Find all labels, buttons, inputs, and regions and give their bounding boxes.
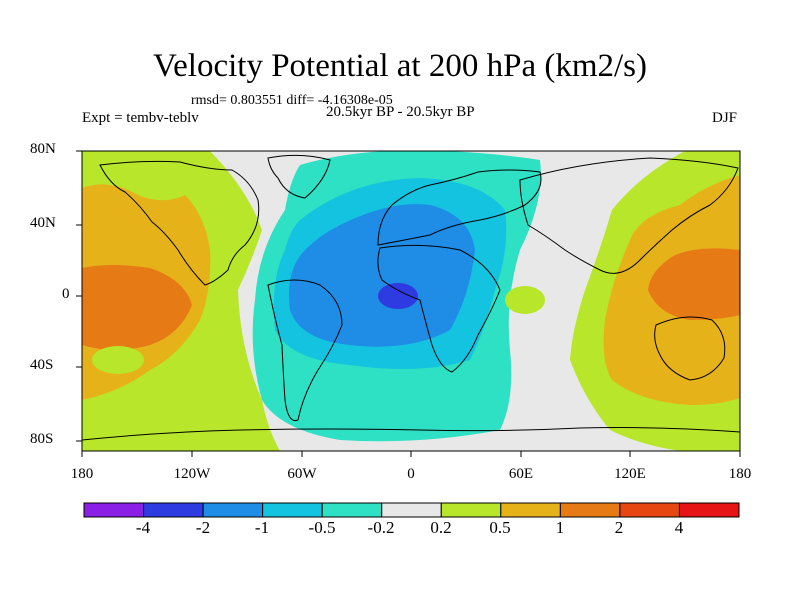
lon-label-0: 0 <box>407 466 415 482</box>
season-label: DJF <box>712 110 738 126</box>
lon-label-180w: 180 <box>70 466 94 482</box>
coastline-south-america <box>267 279 343 422</box>
colorbar-swatch <box>619 502 680 518</box>
colorbar-swatch <box>143 502 204 518</box>
lon-label-60w: 60W <box>287 466 317 482</box>
lat-label-80n: 80N <box>30 141 56 157</box>
coastline-greenland <box>267 154 331 199</box>
colorbar-label: 0.2 <box>430 518 452 537</box>
lat-label-40n: 40N <box>30 215 56 231</box>
plot-title: Velocity Potential at 200 hPa (km2/s) <box>152 48 648 84</box>
period-label: 20.5kyr BP - 20.5kyr BP <box>326 104 475 120</box>
colorbar-swatch <box>262 502 323 518</box>
lat-label-80s: 80S <box>30 431 54 447</box>
lat-label-40s: 40S <box>30 357 54 373</box>
colorbar-label: 4 <box>674 518 684 537</box>
colorbar-swatch <box>202 502 264 518</box>
lon-label-60e: 60E <box>508 466 534 482</box>
colorbar-label: 2 <box>614 518 624 537</box>
colorbar-label: -4 <box>135 518 151 537</box>
experiment-label: Expt = tembv-teblv <box>82 110 199 126</box>
region-west-positive-strong <box>82 265 192 350</box>
coastline-antarctica <box>82 427 740 441</box>
colorbar-label: -0.2 <box>367 518 395 537</box>
colorbar-label: 1 <box>555 518 565 537</box>
colorbar-swatch <box>500 502 561 518</box>
lat-label-0: 0 <box>62 286 70 302</box>
colorbar-label: -1 <box>254 518 270 537</box>
coastline-australia <box>654 316 726 381</box>
lon-label-180e: 180 <box>728 466 752 482</box>
colorbar-swatch <box>559 502 621 518</box>
region-indian-positive-blob <box>505 286 545 314</box>
lon-label-120w: 120W <box>173 466 211 482</box>
colorbar-swatch <box>440 502 502 518</box>
region-west-positive-pocket <box>92 346 144 374</box>
colorbar-swatch <box>678 502 740 518</box>
rmsd-diff-stats: rmsd= 0.803551 diff= -4.16308e-05 <box>191 93 393 108</box>
coastline-africa <box>377 244 501 373</box>
region-negative-core <box>378 283 418 309</box>
colorbar-label: 0.5 <box>489 518 511 537</box>
colorbar-swatch <box>321 502 383 518</box>
colorbar-label: -2 <box>195 518 211 537</box>
colorbar-swatch <box>381 502 442 518</box>
lon-label-120e: 120E <box>614 466 646 482</box>
region-negative-strong <box>289 204 475 347</box>
colorbar-label: -0.5 <box>308 518 336 537</box>
coastline-europe <box>377 169 542 246</box>
colorbar-swatch <box>83 502 145 518</box>
region-east-positive-strong <box>648 248 740 320</box>
coastline-north-america <box>99 160 260 286</box>
coastline-asia <box>519 157 739 274</box>
